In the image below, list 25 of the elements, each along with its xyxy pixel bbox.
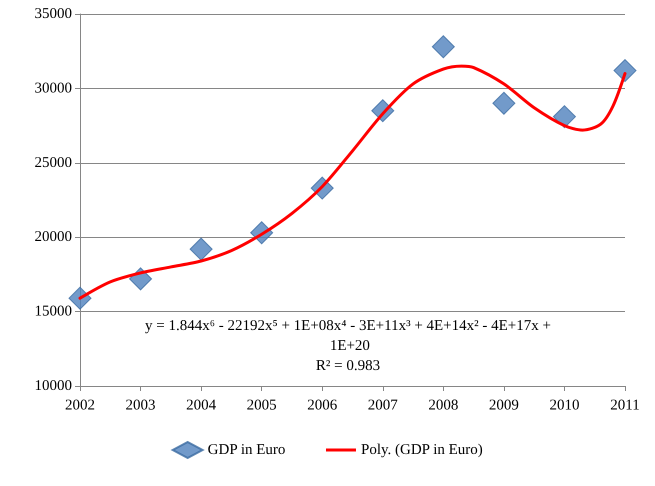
y-tick-label: 35000 — [34, 6, 72, 22]
y-tick-label: 20000 — [34, 229, 72, 246]
y-tick-label: 25000 — [34, 154, 72, 171]
x-tick-label: 2010 — [549, 398, 580, 414]
point — [432, 35, 455, 58]
x-tick-label: 2005 — [246, 398, 277, 414]
x-tick-label: 2011 — [610, 398, 640, 414]
legend-label: GDP in Euro — [208, 442, 286, 458]
annotation: y = 1.844x⁶ - 22192x⁵ + 1E+08x⁴ - 3E+11x³ + 4E+14x² - 4E+17x + 1E+20 — [145, 318, 551, 354]
point — [552, 105, 576, 128]
x-tick-label: 2006 — [307, 398, 338, 414]
x-tick-label: 2002 — [65, 398, 95, 414]
x-tick-label: 2004 — [186, 398, 217, 414]
y-tick-label: 15000 — [34, 304, 72, 320]
point — [190, 238, 213, 261]
x-tick-label: 2009 — [488, 398, 519, 414]
x-tick-label: 2007 — [368, 398, 398, 414]
point — [614, 59, 636, 82]
point — [492, 92, 516, 115]
x-tick-label: 2003 — [126, 398, 156, 414]
y-tick-label: 10000 — [34, 378, 72, 394]
annotation: R² = 0.983 — [316, 358, 380, 374]
x-tick-label: 2008 — [428, 398, 458, 414]
legend-label: Poly. (GDP in Euro) — [360, 442, 483, 458]
y-tick-label: 30000 — [34, 80, 72, 96]
